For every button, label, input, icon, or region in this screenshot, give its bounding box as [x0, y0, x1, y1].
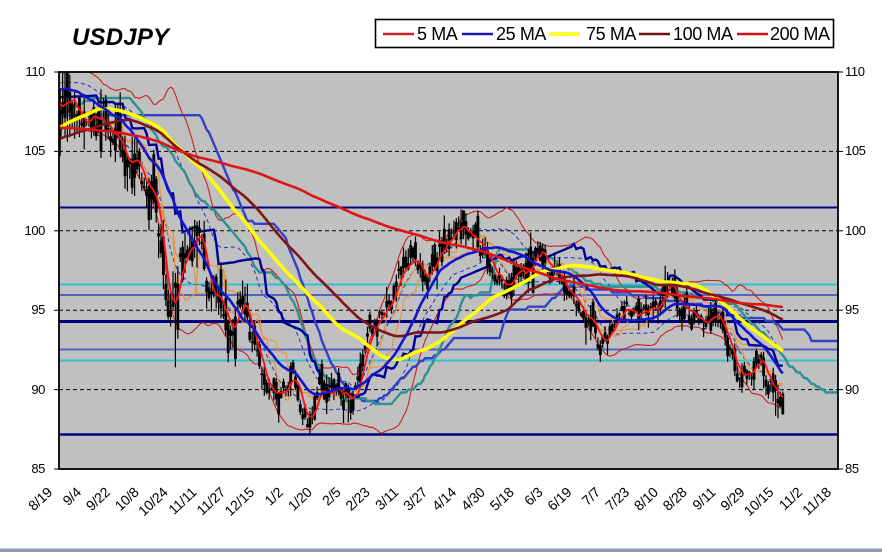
svg-text:100: 100	[845, 223, 866, 238]
svg-text:105: 105	[845, 143, 866, 158]
svg-text:95: 95	[31, 302, 45, 317]
svg-text:100 MA: 100 MA	[673, 24, 733, 44]
svg-text:85: 85	[845, 461, 859, 476]
svg-text:110: 110	[25, 64, 45, 79]
svg-text:110: 110	[845, 64, 865, 79]
svg-text:95: 95	[845, 302, 859, 317]
svg-text:90: 90	[845, 382, 859, 397]
svg-text:75 MA: 75 MA	[586, 24, 636, 44]
svg-text:100: 100	[25, 223, 46, 238]
svg-text:25 MA: 25 MA	[496, 24, 546, 44]
svg-text:200 MA: 200 MA	[770, 24, 830, 44]
svg-text:85: 85	[31, 461, 45, 476]
svg-text:105: 105	[25, 143, 46, 158]
svg-text:USDJPY: USDJPY	[72, 24, 171, 51]
svg-text:5 MA: 5 MA	[417, 24, 458, 44]
svg-text:90: 90	[31, 382, 45, 397]
